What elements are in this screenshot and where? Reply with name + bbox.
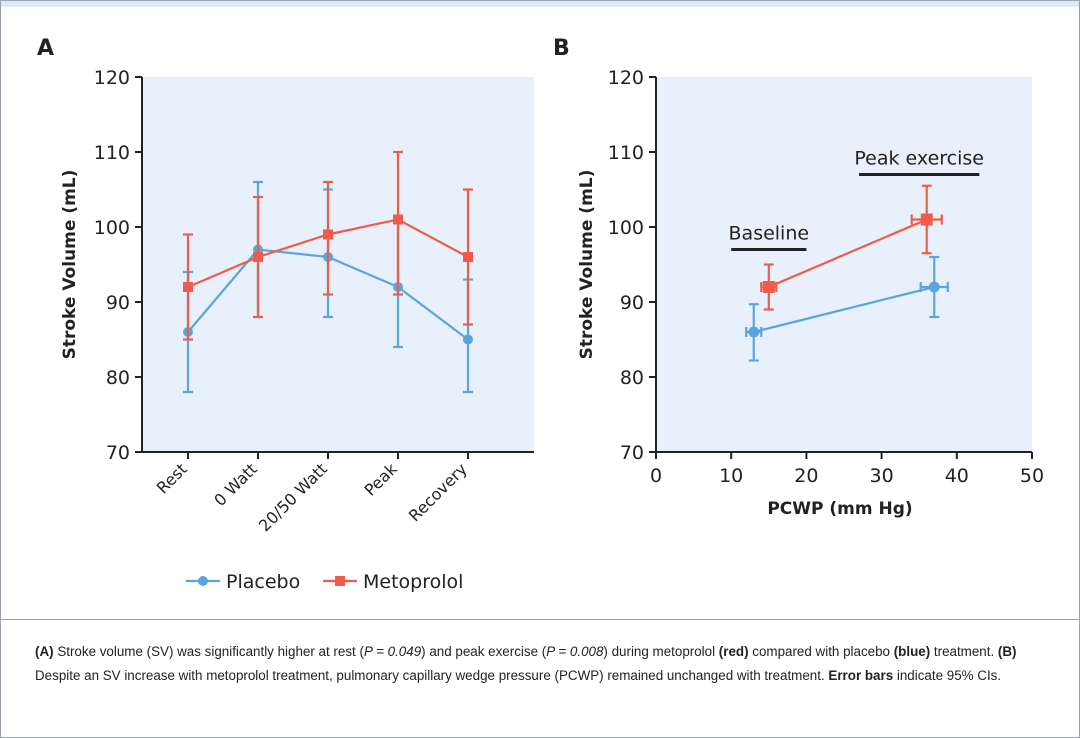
panel-label-a: A xyxy=(37,36,54,61)
series-line-placebo xyxy=(753,285,935,334)
caption-tag-b: (B) xyxy=(997,644,1017,659)
caption-blue-label: (blue) xyxy=(893,644,931,659)
caption-text: Despite an SV increase with metoprolol t… xyxy=(35,668,829,683)
panel-label-b: B xyxy=(553,36,570,61)
y-axis-title-a: Stroke Volume (mL) xyxy=(60,170,80,360)
caption-tag-a: (A) xyxy=(35,644,54,659)
legend-marker-placebo xyxy=(198,576,208,586)
top-bar xyxy=(1,1,1079,7)
x-tick-label-b: 40 xyxy=(945,465,969,487)
point-placebo xyxy=(928,281,940,293)
caption-box: (A) Stroke volume (SV) was significantly… xyxy=(1,619,1079,738)
caption-text: indicate 95% CIs. xyxy=(893,668,1002,683)
caption-text: ) during metoprolol xyxy=(603,644,719,659)
plot-area-a xyxy=(142,77,534,452)
point-metoprolol xyxy=(253,252,263,262)
y-tick-label-b: 120 xyxy=(608,67,644,89)
legend-label-placebo: Placebo xyxy=(226,571,300,593)
x-axis-title-b: PCWP (mm Hg) xyxy=(767,499,912,519)
point-metoprolol xyxy=(762,281,775,293)
caption-text: treatment. xyxy=(930,644,998,659)
caption-text: compared with placebo xyxy=(748,644,894,659)
caption-p-value: P = 0.049 xyxy=(363,644,422,659)
x-tick-label-b: 50 xyxy=(1020,465,1044,487)
point-placebo xyxy=(463,334,473,345)
y-tick-label-a: 90 xyxy=(106,292,130,314)
legend-label-metoprolol: Metoprolol xyxy=(363,571,463,593)
annotation-label: Peak exercise xyxy=(854,148,984,170)
y-tick-label-a: 80 xyxy=(106,367,130,389)
figure-area: A 70 80 90 100 110 120 Rest 0 Watt 20/50 Watt Peak… xyxy=(1,7,1079,619)
y-tick-label-a: 110 xyxy=(94,142,130,164)
plot-area-b xyxy=(656,77,1032,452)
y-tick-label-b: 70 xyxy=(620,442,644,464)
y-tick-label-b: 110 xyxy=(608,142,644,164)
point-metoprolol xyxy=(323,229,333,240)
y-tick-label-b: 90 xyxy=(620,292,644,314)
x-tick-label-a: Recovery xyxy=(405,459,471,525)
caption-p-value: P = 0.008 xyxy=(546,644,604,659)
x-tick-label-a: 0 Watt xyxy=(210,459,261,510)
x-tick-label-b: 20 xyxy=(794,465,818,487)
caption-error-bars: Error bars xyxy=(828,668,894,683)
y-tick-label-b: 80 xyxy=(620,367,644,389)
y-tick-label-b: 100 xyxy=(608,217,644,239)
figure-caption: (A) Stroke volume (SV) was significantly… xyxy=(35,640,1045,688)
y-tick-label-a: 120 xyxy=(94,67,130,89)
legend-marker-metoprolol xyxy=(335,576,345,586)
caption-text: ) and peak exercise ( xyxy=(421,644,547,659)
x-tick-label-a: Peak xyxy=(361,459,402,500)
y-tick-label-a: 70 xyxy=(106,442,130,464)
x-tick-label-a: 20/50 Watt xyxy=(255,459,331,535)
x-tick-label-a: Rest xyxy=(153,459,191,497)
x-tick-label-b: 0 xyxy=(650,465,662,487)
point-metoprolol xyxy=(393,214,403,225)
point-placebo xyxy=(748,326,760,338)
caption-text: Stroke volume (SV) was significantly hig… xyxy=(53,644,364,659)
series-line-metoprolol xyxy=(768,218,928,289)
y-tick-label-a: 100 xyxy=(94,217,130,239)
point-metoprolol xyxy=(920,213,933,226)
x-tick-label-b: 30 xyxy=(870,465,894,487)
y-axis-title-b: Stroke Volume (mL) xyxy=(577,170,597,360)
x-tick-label-b: 10 xyxy=(719,465,743,487)
annotation-label: Baseline xyxy=(729,223,810,245)
caption-red-label: (red) xyxy=(718,644,749,659)
point-metoprolol xyxy=(183,282,193,292)
point-metoprolol xyxy=(463,252,473,262)
